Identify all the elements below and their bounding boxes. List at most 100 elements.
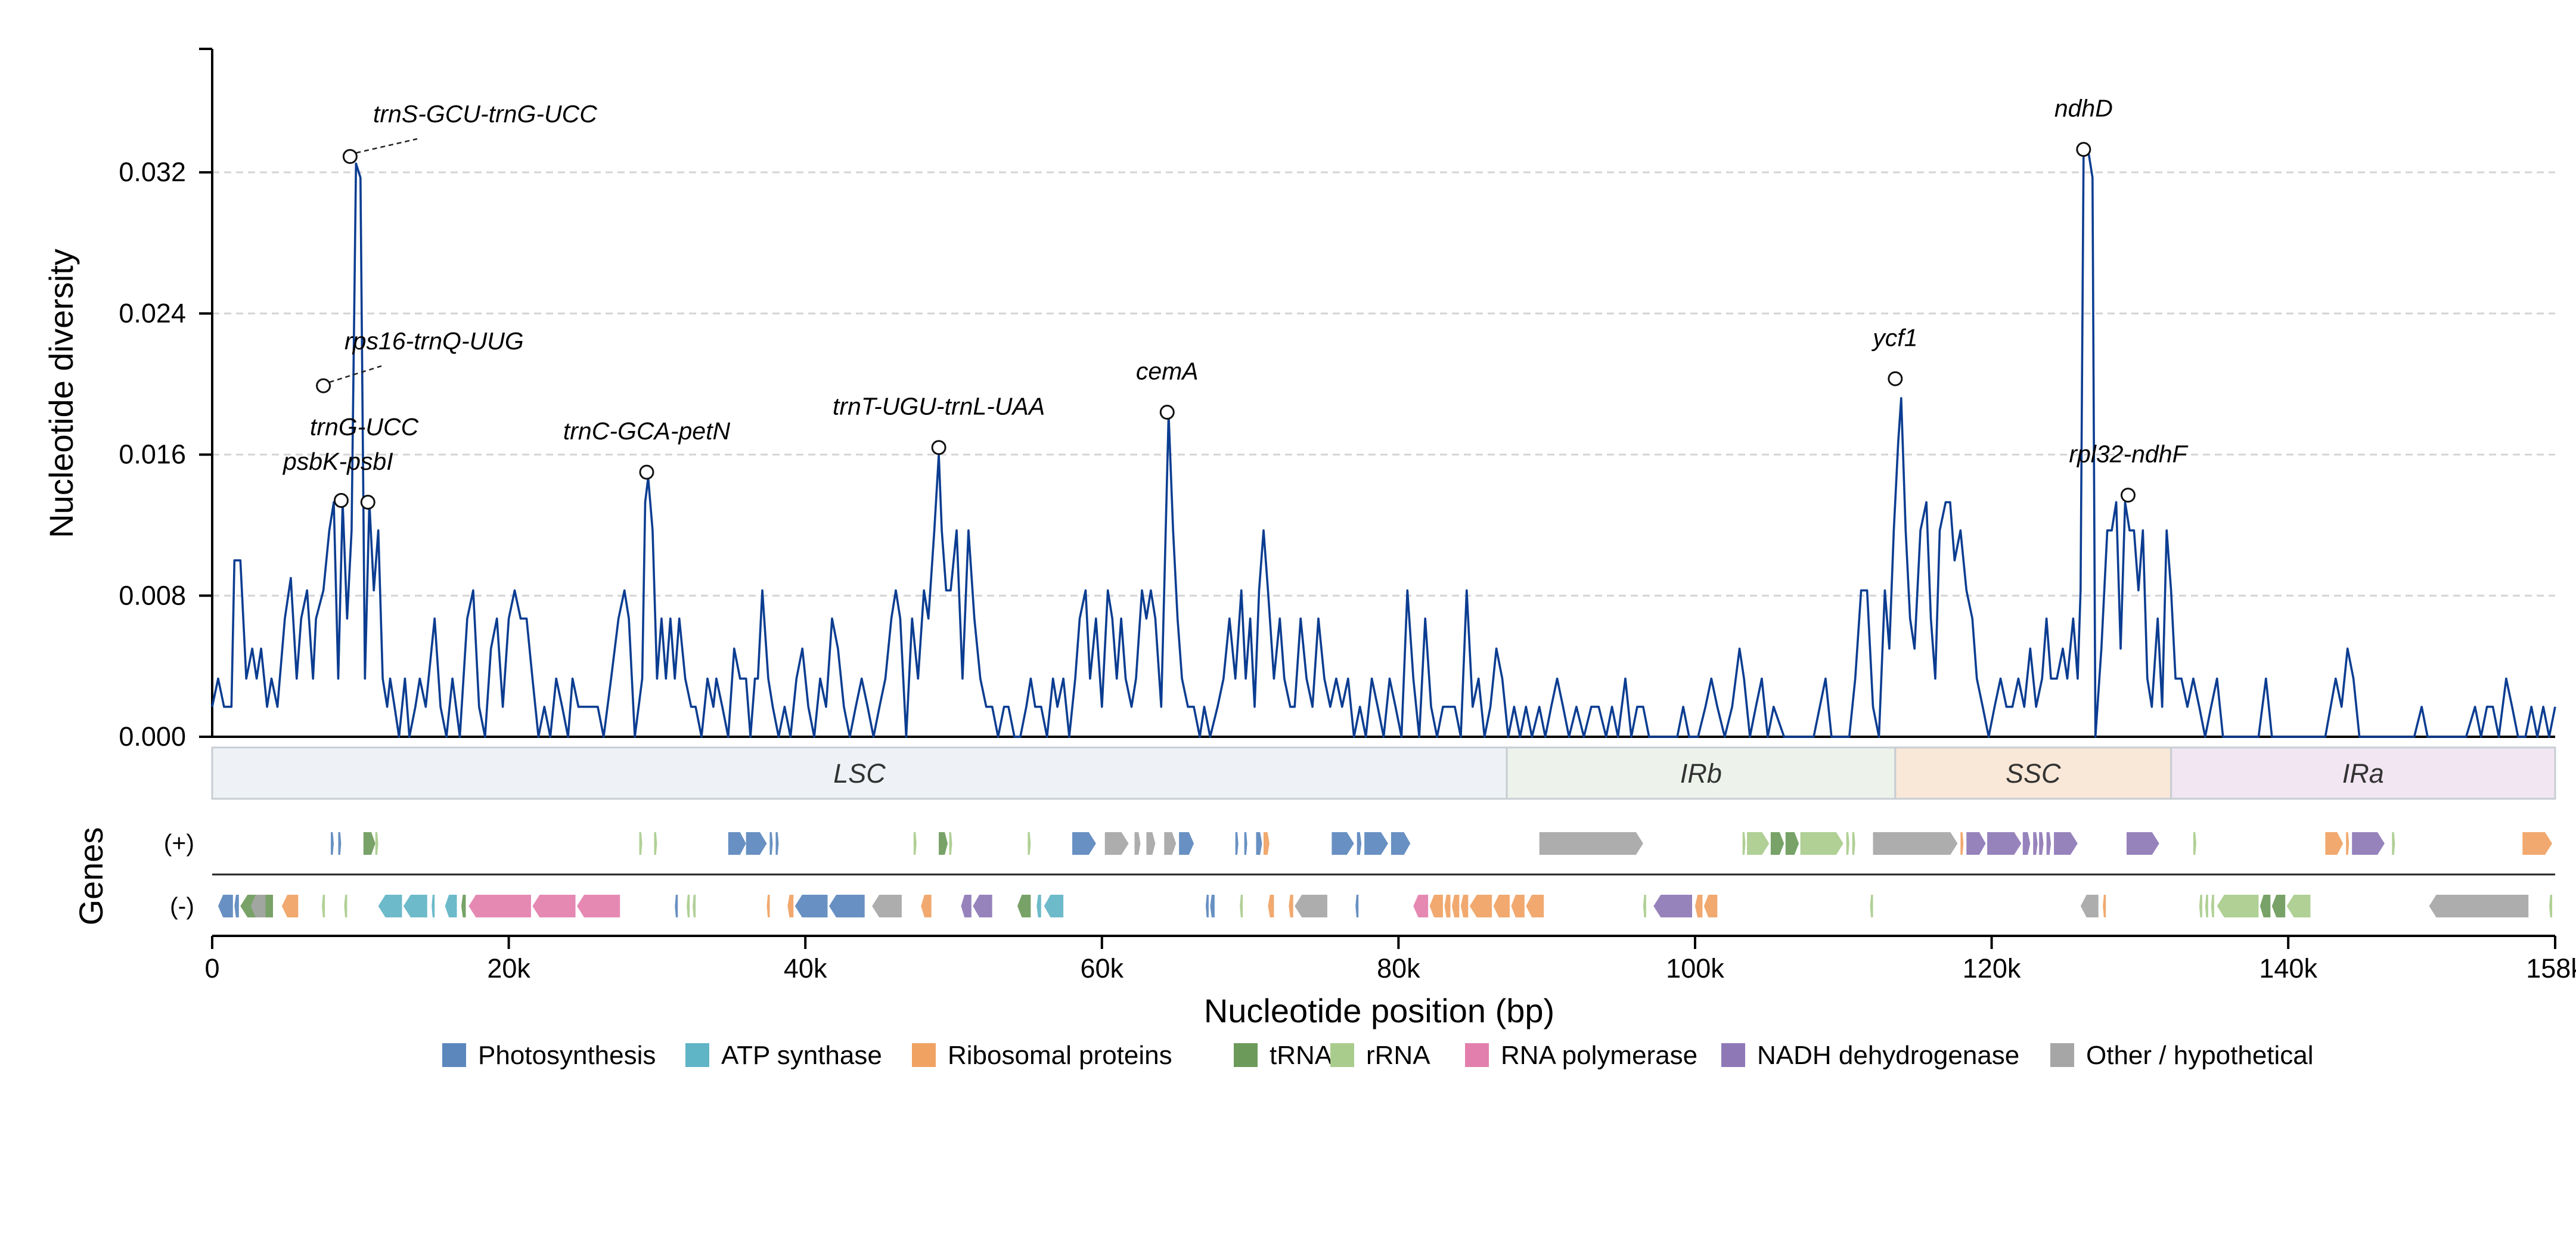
peak-marker [1888, 371, 1903, 386]
gene-block [1966, 832, 1986, 855]
gene-block [468, 895, 531, 917]
gene-block [461, 895, 466, 917]
gene-block [1643, 895, 1646, 917]
gene-block [1268, 895, 1274, 917]
legend-entry-label: Photosynthesis [478, 1041, 656, 1070]
gene-block [1205, 895, 1209, 917]
gene-block [1332, 832, 1354, 855]
gene-block [1357, 832, 1362, 855]
gene-block [363, 832, 375, 855]
legend-entry-label: NADH dehydrogenase [1757, 1041, 2019, 1070]
genome-region-bar: LSC IRb SSC IRa [211, 746, 2556, 800]
x-tick-label: 20k [487, 953, 530, 984]
x-tick-label: 60k [1081, 953, 1124, 984]
region-ssc [1894, 746, 2172, 800]
gene-block [2260, 895, 2271, 917]
gene-block [2346, 832, 2350, 855]
gene-block [654, 832, 657, 855]
peak-label: trnS-GCU-trnG-UCC [373, 100, 597, 128]
gene-block [250, 895, 266, 917]
peak-marker [360, 494, 375, 510]
gene-block [1511, 895, 1525, 917]
region-label: LSC [833, 758, 886, 789]
legend-swatch [1465, 1043, 1489, 1067]
legend-swatch [912, 1043, 936, 1067]
gene-block [432, 895, 435, 917]
gene-block [1134, 832, 1141, 855]
x-tick-label: 0 [204, 953, 219, 984]
gene-block [378, 895, 402, 917]
peak-label: rps16-trnQ-UUG [344, 327, 524, 355]
annotation-leader-line [329, 365, 382, 383]
gene-block [961, 895, 972, 917]
region-label: IRa [2342, 758, 2384, 789]
peak-marker [2076, 142, 2091, 157]
x-axis: 0 20k 40k 60k 80k 100k 120k 140k 158k [204, 935, 2576, 984]
peak-marker [931, 440, 946, 455]
gene-block [1852, 832, 1855, 855]
gene-block [331, 832, 334, 855]
peak-marker [333, 492, 349, 508]
x-tick-label: 140k [2259, 953, 2317, 984]
gene-block [693, 895, 696, 917]
peak-marker [1159, 405, 1175, 420]
gene-block [1289, 895, 1293, 917]
gene-block [1694, 895, 1703, 917]
legend-entry-label: Ribosomal proteins [948, 1041, 1172, 1070]
gene-block [2033, 832, 2038, 855]
gene-block [1028, 832, 1031, 855]
gene-block [1179, 832, 1194, 855]
region-label: IRb [1680, 758, 1722, 789]
peak-label: ndhD [2054, 95, 2113, 122]
legend-entry-label: Other / hypothetical [2086, 1041, 2314, 1070]
gene-block [1653, 895, 1692, 917]
peak-marker [639, 464, 654, 480]
peak-marker [342, 148, 358, 164]
gene-block [1770, 832, 1784, 855]
gene-block [281, 895, 299, 917]
x-tick-label: 120k [1963, 953, 2021, 984]
y-tick-label: 0.032 [119, 157, 186, 187]
gene-block [1355, 895, 1359, 917]
y-tick-label: 0.008 [119, 580, 186, 610]
gene-block [338, 832, 342, 855]
legend-swatch [685, 1043, 709, 1067]
gene-block [2126, 832, 2159, 855]
gene-block [403, 895, 427, 917]
gene-block [2211, 895, 2214, 917]
gene-block [1364, 832, 1388, 855]
annotation-leader-line [356, 138, 418, 154]
legend-swatch [442, 1043, 466, 1067]
gene-category-legend: Photosynthesis ATP synthase Ribosomal prot… [442, 1041, 2314, 1070]
gene-block [2205, 895, 2208, 917]
gene-block [375, 832, 378, 855]
x-tick-label: 100k [1666, 953, 1724, 984]
region-label: SSC [2006, 758, 2061, 789]
gene-block [775, 832, 779, 855]
gene-block [1263, 832, 1270, 855]
gene-block [1072, 832, 1096, 855]
gene-block [1164, 832, 1177, 855]
gene-block [2080, 895, 2099, 917]
gene-block [746, 832, 767, 855]
legend-swatch [2050, 1043, 2074, 1067]
y-tick-label: 0.016 [119, 439, 186, 470]
gene-block [1987, 832, 2022, 855]
gene-block [1747, 832, 1770, 855]
gene-block [913, 832, 917, 855]
gene-block [2286, 895, 2311, 917]
gene-block [2022, 832, 2031, 855]
gene-block [728, 832, 746, 855]
diversity-series-line [211, 148, 2556, 738]
peak-label: psbK-psbI [282, 448, 393, 475]
gene-block [2392, 832, 2395, 855]
gene-block [344, 895, 347, 917]
gene-block [577, 895, 620, 917]
gene-block [1240, 895, 1243, 917]
genes-track-title: Genes [72, 827, 110, 926]
peak-label: trnG-UCC [310, 413, 419, 441]
gene-block [1017, 895, 1031, 917]
gene-block [1036, 895, 1041, 917]
gene-block [2193, 832, 2196, 855]
